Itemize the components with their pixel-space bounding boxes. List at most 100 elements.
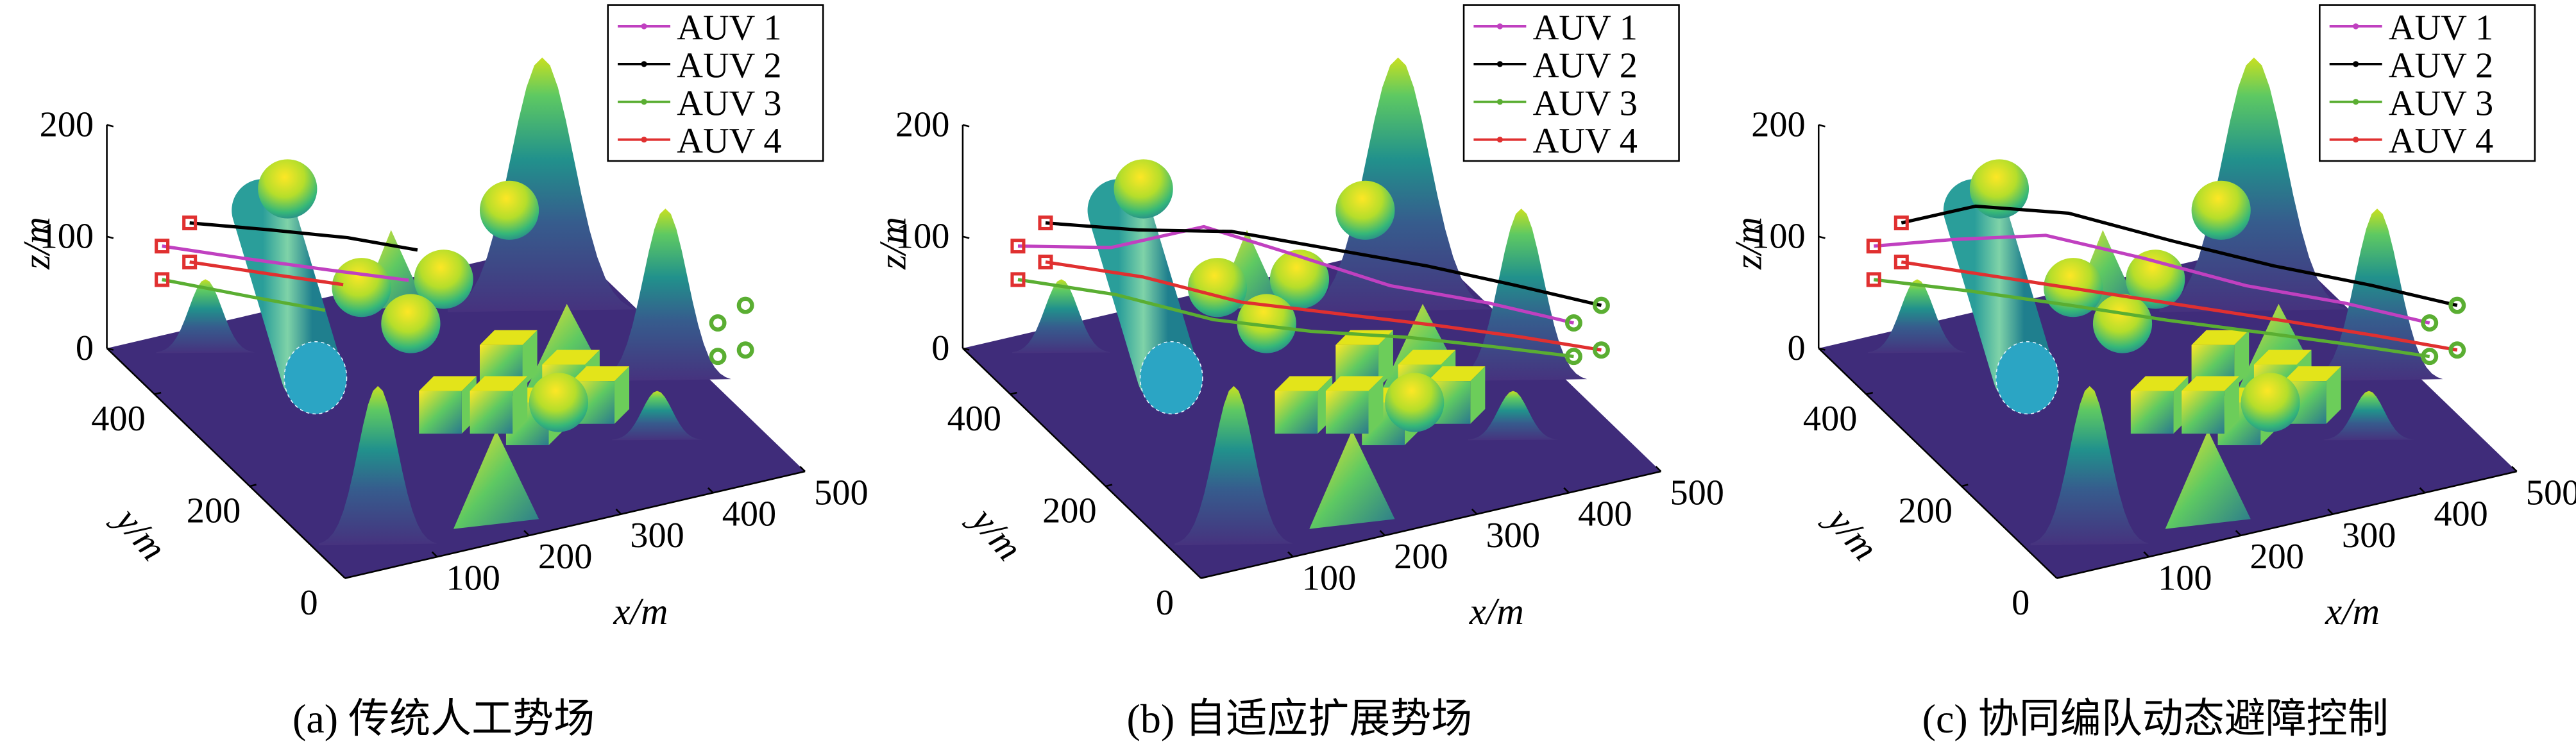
legend-box bbox=[607, 4, 824, 162]
cube-side bbox=[2326, 366, 2341, 424]
x-tick-label: 500 bbox=[814, 473, 869, 512]
terrain-peak bbox=[1303, 57, 1493, 312]
cube-top bbox=[542, 350, 600, 365]
x-tick bbox=[1471, 509, 1478, 515]
cube-top bbox=[2182, 376, 2239, 391]
y-tick-label: 0 bbox=[1156, 583, 1174, 623]
z-tick bbox=[106, 347, 114, 351]
cube-top bbox=[1275, 376, 1333, 391]
pyramid-obstacle bbox=[453, 430, 539, 529]
start-marker bbox=[1010, 272, 1026, 287]
goal-marker bbox=[736, 296, 754, 314]
x-tick bbox=[708, 487, 714, 494]
z-tick-label: 200 bbox=[1751, 105, 1806, 145]
trajectory bbox=[1045, 260, 1602, 352]
legend-label: AUV 3 bbox=[1533, 83, 1638, 123]
y-tick-label: 200 bbox=[187, 491, 241, 530]
goal-marker bbox=[736, 341, 754, 359]
z-tick bbox=[106, 124, 114, 128]
y-tick-label: 0 bbox=[300, 583, 318, 623]
legend-marker bbox=[641, 137, 647, 143]
z-axis-label: z/m bbox=[1728, 217, 1770, 270]
z-tick bbox=[1818, 347, 1826, 351]
legend-label: AUV 1 bbox=[677, 8, 781, 47]
legend-marker bbox=[1496, 137, 1503, 143]
x-axis-label: x/m bbox=[613, 591, 668, 632]
cube-top bbox=[419, 376, 477, 391]
x-tick-label: 400 bbox=[2434, 495, 2488, 534]
terrain-peak bbox=[448, 57, 637, 312]
legend-label: AUV 1 bbox=[2389, 8, 2493, 47]
sphere-obstacle bbox=[2092, 294, 2153, 353]
cube-top bbox=[572, 366, 630, 382]
start-marker bbox=[1038, 254, 1053, 270]
trajectory bbox=[189, 260, 344, 287]
z-tick bbox=[1818, 235, 1826, 239]
x-tick bbox=[431, 551, 438, 558]
cube-top bbox=[1427, 366, 1486, 382]
z-tick-label: 0 bbox=[1788, 328, 1806, 368]
cube-side bbox=[1368, 376, 1384, 434]
x-tick-label: 400 bbox=[1578, 495, 1632, 534]
legend-label: AUV 4 bbox=[1533, 121, 1638, 161]
legend-marker bbox=[641, 61, 647, 67]
goal-marker bbox=[1593, 296, 1610, 314]
y-axis-label: y/m bbox=[105, 497, 174, 568]
terrain-peak bbox=[1468, 391, 1559, 441]
panel: 100 200 300 400 500 0 200 400 0 100 200 x/m y/m z/m (b… bbox=[872, 4, 1724, 741]
caption: (c) 协同编队动态避障控制 bbox=[1922, 696, 2389, 741]
z-tick bbox=[962, 235, 970, 239]
terrain-peak bbox=[318, 385, 437, 546]
x-tick bbox=[2143, 551, 2149, 558]
z-tick-label: 0 bbox=[931, 328, 949, 368]
y-tick-label: 400 bbox=[91, 399, 145, 439]
goal-marker bbox=[2421, 314, 2439, 332]
sphere-obstacle bbox=[479, 180, 539, 240]
terrain-peak bbox=[1012, 279, 1111, 353]
start-marker bbox=[1866, 239, 1881, 254]
legend-label: AUV 2 bbox=[2389, 46, 2493, 85]
cube-top bbox=[2284, 366, 2341, 382]
x-tick-label: 100 bbox=[2158, 558, 2212, 598]
terrain-peak bbox=[1868, 279, 1967, 353]
z-tick-label: 200 bbox=[895, 105, 950, 145]
goal-marker bbox=[2448, 341, 2466, 359]
z-tick bbox=[1818, 124, 1826, 128]
z-tick bbox=[106, 235, 114, 239]
legend-label: AUV 2 bbox=[677, 46, 781, 85]
cube-front bbox=[2182, 391, 2224, 434]
z-tick-label: 200 bbox=[40, 105, 94, 145]
y-tick bbox=[1866, 391, 1874, 395]
x-tick-label: 500 bbox=[1670, 473, 1724, 512]
cube-side bbox=[522, 330, 538, 388]
cube-side bbox=[2234, 330, 2250, 388]
x-tick bbox=[2511, 466, 2518, 472]
terrain-peak bbox=[2030, 385, 2149, 546]
x-tick bbox=[1379, 530, 1386, 536]
z-tick-label: 0 bbox=[76, 328, 94, 368]
y-tick bbox=[2056, 575, 2064, 579]
start-marker bbox=[1894, 254, 1909, 270]
y-tick-label: 400 bbox=[1803, 399, 1858, 439]
trajectory bbox=[162, 244, 409, 282]
x-tick-label: 200 bbox=[538, 537, 593, 577]
goal-marker bbox=[1564, 348, 1582, 366]
legend-marker bbox=[1496, 23, 1503, 30]
x-tick bbox=[2235, 530, 2242, 536]
x-tick bbox=[799, 466, 806, 472]
z-tick-label: 100 bbox=[895, 217, 950, 257]
z-tick bbox=[962, 124, 970, 128]
goal-marker bbox=[2448, 296, 2466, 314]
start-marker bbox=[1010, 239, 1026, 254]
z-tick-label: 100 bbox=[1751, 217, 1806, 257]
cylinder-cap bbox=[1996, 341, 2059, 415]
trajectory bbox=[189, 221, 418, 252]
legend-label: AUV 2 bbox=[1533, 46, 1638, 85]
y-tick bbox=[154, 391, 162, 395]
sphere-obstacle bbox=[1969, 159, 2029, 219]
sphere-obstacle bbox=[381, 294, 441, 353]
caption: (a) 传统人工势场 bbox=[292, 696, 595, 741]
goal-marker bbox=[1593, 341, 1610, 359]
trajectory bbox=[1017, 224, 1575, 325]
